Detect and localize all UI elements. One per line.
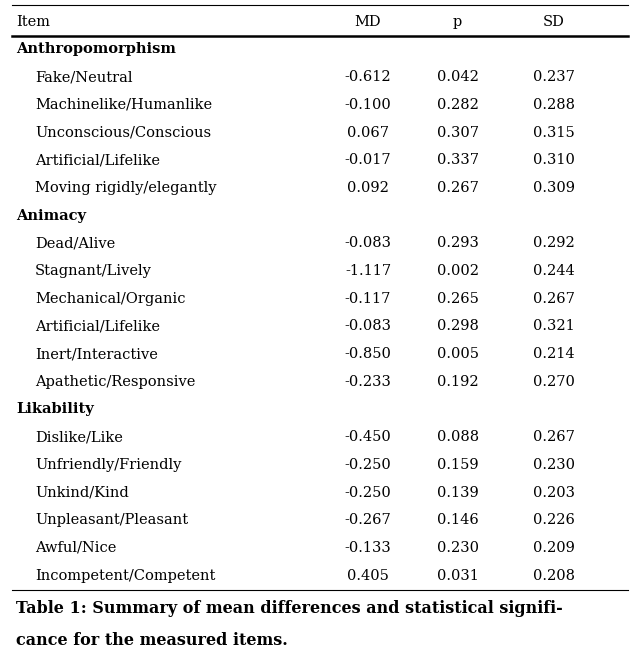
Text: Animacy: Animacy	[16, 209, 86, 223]
Text: Awful/Nice: Awful/Nice	[35, 541, 116, 555]
Text: 0.067: 0.067	[347, 126, 389, 140]
Text: 0.307: 0.307	[436, 126, 479, 140]
Text: 0.337: 0.337	[436, 154, 479, 167]
Text: Likability: Likability	[16, 403, 93, 416]
Text: cance for the measured items.: cance for the measured items.	[16, 631, 288, 648]
Text: Unfriendly/Friendly: Unfriendly/Friendly	[35, 458, 182, 472]
Text: Unconscious/Conscious: Unconscious/Conscious	[35, 126, 211, 140]
Text: Unkind/Kind: Unkind/Kind	[35, 486, 129, 500]
Text: Dead/Alive: Dead/Alive	[35, 237, 115, 250]
Text: 0.208: 0.208	[532, 569, 575, 583]
Text: Incompetent/Competent: Incompetent/Competent	[35, 569, 216, 583]
Text: -0.450: -0.450	[344, 430, 392, 444]
Text: 0.288: 0.288	[532, 98, 575, 112]
Text: -0.233: -0.233	[344, 375, 392, 389]
Text: -0.100: -0.100	[344, 98, 392, 112]
Text: 0.315: 0.315	[532, 126, 575, 140]
Text: 0.244: 0.244	[532, 264, 575, 278]
Text: 0.267: 0.267	[532, 292, 575, 306]
Text: 0.310: 0.310	[532, 154, 575, 167]
Text: Unpleasant/Pleasant: Unpleasant/Pleasant	[35, 513, 188, 527]
Text: 0.282: 0.282	[436, 98, 479, 112]
Text: 0.092: 0.092	[347, 181, 389, 195]
Text: -0.017: -0.017	[345, 154, 391, 167]
Text: Dislike/Like: Dislike/Like	[35, 430, 123, 444]
Text: -0.117: -0.117	[345, 292, 391, 306]
Text: 0.002: 0.002	[436, 264, 479, 278]
Text: 0.214: 0.214	[532, 347, 575, 361]
Text: 0.088: 0.088	[436, 430, 479, 444]
Text: Item: Item	[16, 14, 50, 29]
Text: 0.230: 0.230	[436, 541, 479, 555]
Text: 0.139: 0.139	[436, 486, 479, 500]
Text: 0.292: 0.292	[532, 237, 575, 250]
Text: -1.117: -1.117	[345, 264, 391, 278]
Text: 0.298: 0.298	[436, 320, 479, 333]
Text: 0.309: 0.309	[532, 181, 575, 195]
Text: 0.042: 0.042	[436, 70, 479, 84]
Text: SD: SD	[543, 14, 564, 29]
Text: -0.083: -0.083	[344, 237, 392, 250]
Text: 0.321: 0.321	[532, 320, 575, 333]
Text: Machinelike/Humanlike: Machinelike/Humanlike	[35, 98, 212, 112]
Text: -0.133: -0.133	[344, 541, 392, 555]
Text: p: p	[453, 14, 462, 29]
Text: Mechanical/Organic: Mechanical/Organic	[35, 292, 186, 306]
Text: -0.267: -0.267	[344, 513, 392, 527]
Text: 0.159: 0.159	[436, 458, 479, 472]
Text: 0.270: 0.270	[532, 375, 575, 389]
Text: 0.265: 0.265	[436, 292, 479, 306]
Text: 0.031: 0.031	[436, 569, 479, 583]
Text: Stagnant/Lively: Stagnant/Lively	[35, 264, 152, 278]
Text: 0.237: 0.237	[532, 70, 575, 84]
Text: 0.146: 0.146	[436, 513, 479, 527]
Text: Artificial/Lifelike: Artificial/Lifelike	[35, 320, 160, 333]
Text: 0.405: 0.405	[347, 569, 389, 583]
Text: 0.192: 0.192	[436, 375, 479, 389]
Text: 0.226: 0.226	[532, 513, 575, 527]
Text: -0.250: -0.250	[344, 458, 392, 472]
Text: Artificial/Lifelike: Artificial/Lifelike	[35, 154, 160, 167]
Text: -0.250: -0.250	[344, 486, 392, 500]
Text: 0.267: 0.267	[436, 181, 479, 195]
Text: Apathetic/Responsive: Apathetic/Responsive	[35, 375, 196, 389]
Text: -0.083: -0.083	[344, 320, 392, 333]
Text: 0.203: 0.203	[532, 486, 575, 500]
Text: 0.209: 0.209	[532, 541, 575, 555]
Text: 0.293: 0.293	[436, 237, 479, 250]
Text: Fake/Neutral: Fake/Neutral	[35, 70, 132, 84]
Text: MD: MD	[355, 14, 381, 29]
Text: 0.267: 0.267	[532, 430, 575, 444]
Text: -0.612: -0.612	[345, 70, 391, 84]
Text: Moving rigidly/elegantly: Moving rigidly/elegantly	[35, 181, 217, 195]
Text: -0.850: -0.850	[344, 347, 392, 361]
Text: 0.230: 0.230	[532, 458, 575, 472]
Text: Table 1: Summary of mean differences and statistical signifi-: Table 1: Summary of mean differences and…	[16, 600, 563, 617]
Text: Inert/Interactive: Inert/Interactive	[35, 347, 158, 361]
Text: Anthropomorphism: Anthropomorphism	[16, 42, 176, 57]
Text: 0.005: 0.005	[436, 347, 479, 361]
